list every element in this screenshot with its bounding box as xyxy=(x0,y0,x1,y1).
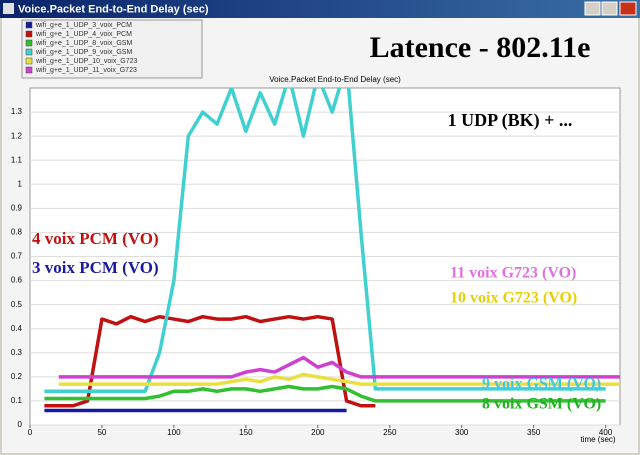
x-tick-label: 150 xyxy=(239,428,253,437)
annotation: 10 voix G723 (VO) xyxy=(450,290,577,307)
annotation: 4 voix PCM (VO) xyxy=(32,229,159,248)
y-tick-label: 1.3 xyxy=(11,107,23,116)
legend-label: wifi_g+e_1_UDP_10_voix_G723 xyxy=(35,58,137,65)
x-tick-label: 400 xyxy=(599,428,613,437)
legend-label: wifi_g+e_1_UDP_8_voix_GSM xyxy=(35,40,132,47)
series-line xyxy=(44,88,606,394)
y-tick-label: 0.3 xyxy=(11,348,23,357)
series-line xyxy=(58,355,620,379)
annotation: Latence - 802.11e xyxy=(370,31,591,64)
x-tick-label: 0 xyxy=(28,428,33,437)
legend-label: wifi_g+e_1_UDP_3_voix_PCM xyxy=(35,22,132,29)
x-tick-label: 300 xyxy=(455,428,469,437)
y-tick-label: 0.4 xyxy=(11,324,23,333)
legend-swatch xyxy=(25,39,33,47)
close-button[interactable] xyxy=(619,1,637,16)
x-tick-label: 350 xyxy=(527,428,541,437)
minimize-button[interactable] xyxy=(584,1,601,16)
legend-swatch xyxy=(25,48,33,56)
y-tick-label: 0.2 xyxy=(11,372,23,381)
legend-swatch xyxy=(25,21,33,29)
title-bar xyxy=(0,0,640,18)
y-tick-label: 0.9 xyxy=(11,203,23,212)
window-title: Voice.Packet End-to-End Delay (sec) xyxy=(18,3,209,15)
y-tick-label: 0.5 xyxy=(11,300,23,309)
y-tick-label: 0.7 xyxy=(11,252,23,261)
legend-swatch xyxy=(25,57,33,65)
annotation: 3 voix PCM (VO) xyxy=(32,258,159,277)
annotation: 8 voix GSM (VO) xyxy=(482,396,601,413)
y-tick-label: 0.6 xyxy=(11,276,23,285)
annotation: 11 voix G723 (VO) xyxy=(450,265,576,282)
x-tick-label: 100 xyxy=(167,428,181,437)
annotation: 9 voix GSM (VO) xyxy=(482,376,601,393)
chart-title: Voice.Packet End-to-End Delay (sec) xyxy=(269,75,401,84)
legend-label: wifi_g+e_1_UDP_4_voix_PCM xyxy=(35,31,132,38)
series-line xyxy=(44,384,606,403)
x-axis-label: time (sec) xyxy=(580,435,615,444)
x-tick-label: 200 xyxy=(311,428,325,437)
legend-label: wifi_g+e_1_UDP_9_voix_GSM xyxy=(35,49,132,56)
legend-box xyxy=(21,19,203,79)
y-tick-label: 1.1 xyxy=(11,155,23,164)
annotation: 1 UDP (BK) + ... xyxy=(448,110,573,131)
legend-swatch xyxy=(25,66,33,74)
series-group xyxy=(44,88,620,413)
y-tick-label: 0.1 xyxy=(11,396,23,405)
legend-label: wifi_g+e_1_UDP_11_voix_G723 xyxy=(35,67,137,74)
legend-swatch xyxy=(25,30,33,38)
x-tick-label: 250 xyxy=(383,428,397,437)
y-tick-label: 0 xyxy=(18,420,23,429)
series-line xyxy=(44,314,376,408)
y-tick-label: 1 xyxy=(18,179,23,188)
window-icon xyxy=(3,3,14,14)
series-line xyxy=(58,372,620,386)
y-tick-label: 1.2 xyxy=(11,131,23,140)
maximize-button[interactable] xyxy=(601,1,618,16)
x-tick-label: 50 xyxy=(97,428,106,437)
y-tick-label: 0.8 xyxy=(11,228,23,237)
